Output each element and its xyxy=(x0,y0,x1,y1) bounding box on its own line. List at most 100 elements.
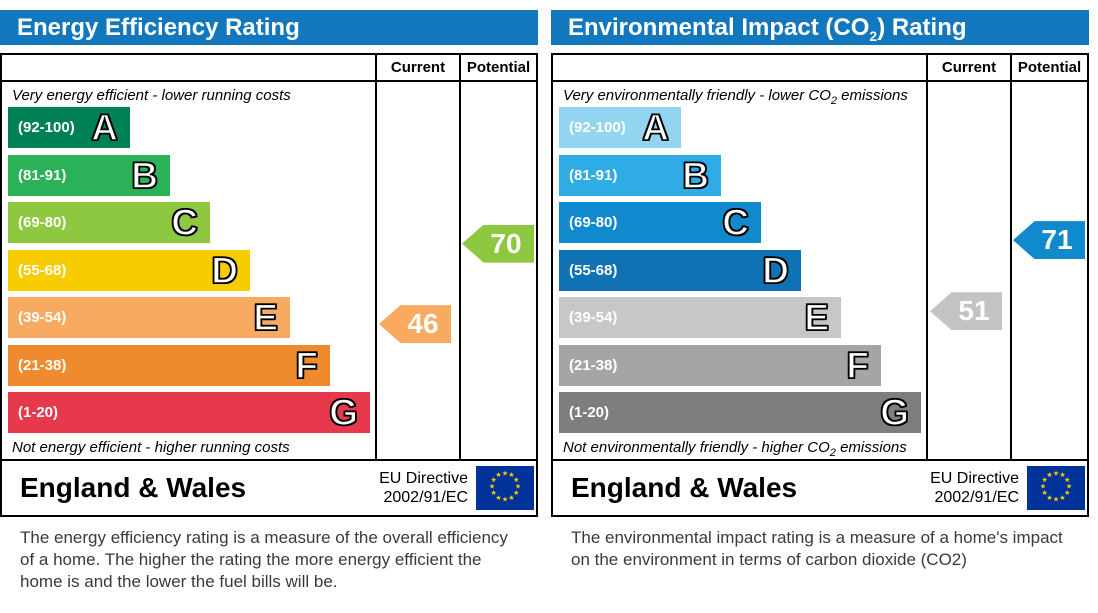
band-letter: B xyxy=(131,154,159,196)
eu-flag-icon: ★ ★ ★ ★ ★ ★ ★ ★ ★ ★ ★ ★ xyxy=(1027,466,1085,510)
panel-footer: England & Wales EU Directive 2002/91/EC … xyxy=(551,459,1089,517)
band-e: (39-54) E xyxy=(559,297,841,338)
band-f: (21-38) F xyxy=(8,344,330,386)
svg-text:★: ★ xyxy=(1064,476,1070,484)
top-scale-note-text: Very energy efficient - lower running co… xyxy=(12,87,291,104)
band-letter: G xyxy=(328,392,358,433)
potential-rating-arrow: 71 xyxy=(1013,221,1085,260)
band-range: (55-68) xyxy=(18,261,67,279)
svg-text:★: ★ xyxy=(1046,471,1052,479)
band-letter: F xyxy=(295,344,319,386)
panel-title-text: Energy Efficiency Rating xyxy=(17,14,300,41)
column-divider xyxy=(1010,55,1012,459)
panel-title-subscript: 2 xyxy=(869,27,878,44)
band-letter: A xyxy=(642,107,670,148)
bottom-scale-note: Not energy efficient - higher running co… xyxy=(12,439,290,459)
svg-text:★: ★ xyxy=(508,494,514,502)
band-range: (21-38) xyxy=(569,356,618,374)
panel-title-energy: Energy Efficiency Rating xyxy=(0,10,538,45)
band-range: (21-38) xyxy=(18,356,67,374)
band-g: (1-20) G xyxy=(8,392,370,433)
band-d: (55-68) D xyxy=(8,249,250,291)
energy-rating-chart: Current Potential Very energy efficient … xyxy=(0,53,538,461)
band-g: (1-20) G xyxy=(559,392,921,433)
eu-directive-line1: EU Directive xyxy=(930,470,1019,487)
band-letter: C xyxy=(722,202,750,243)
band-range: (39-54) xyxy=(18,309,67,326)
header-divider xyxy=(2,80,536,82)
top-scale-note: Very environmentally friendly - lower CO… xyxy=(563,87,908,107)
band-letter: C xyxy=(171,202,199,243)
bottom-scale-note-text: Not energy efficient - higher running co… xyxy=(12,439,290,456)
svg-text:★: ★ xyxy=(491,476,497,484)
eu-flag-stars: ★ ★ ★ ★ ★ ★ ★ ★ ★ ★ ★ ★ xyxy=(489,470,521,504)
svg-text:★: ★ xyxy=(1042,489,1048,497)
svg-text:★: ★ xyxy=(1042,476,1048,484)
band-letter: E xyxy=(804,297,830,338)
band-a: (92-100) A xyxy=(8,107,130,148)
band-letter: A xyxy=(91,107,119,148)
band-b: (81-91) B xyxy=(8,154,170,196)
svg-text:★: ★ xyxy=(489,483,495,491)
panel-title-text: Environmental Impact (CO xyxy=(568,14,870,41)
bottom-scale-note: Not environmentally friendly - higher CO… xyxy=(563,439,907,459)
svg-text:★: ★ xyxy=(515,483,521,491)
band-range: (92-100) xyxy=(18,119,75,136)
band-range: (69-80) xyxy=(569,214,618,231)
band-range: (39-54) xyxy=(569,309,618,326)
bottom-scale-note-subscript: 2 xyxy=(829,447,836,459)
band-range: (81-91) xyxy=(18,166,67,184)
top-scale-note-text-post: emissions xyxy=(837,87,908,104)
svg-text:★: ★ xyxy=(502,470,508,478)
bottom-scale-note-text: Not environmentally friendly - higher CO xyxy=(563,439,830,456)
panel-description: The environmental impact rating is a mea… xyxy=(571,528,1063,569)
band-f: (21-38) F xyxy=(559,344,881,386)
svg-text:★: ★ xyxy=(513,476,519,484)
svg-text:★: ★ xyxy=(1059,494,1065,502)
column-divider xyxy=(926,55,928,459)
band-range: (1-20) xyxy=(569,404,610,421)
band-range: (55-68) xyxy=(569,261,618,279)
environmental-impact-panel: Environmental Impact (CO2) Rating Curren… xyxy=(551,0,1089,613)
band-c: (69-80) C xyxy=(8,202,210,243)
top-scale-note-text: Very environmentally friendly - lower CO xyxy=(563,87,831,104)
svg-text:★: ★ xyxy=(1053,496,1059,504)
svg-text:★: ★ xyxy=(1040,483,1046,491)
panel-description: The energy efficiency rating is a measur… xyxy=(20,528,508,591)
svg-text:★: ★ xyxy=(1064,489,1070,497)
current-rating-arrow: 51 xyxy=(930,292,1002,331)
band-e: (39-54) E xyxy=(8,297,290,338)
eu-directive-line2: 2002/91/EC xyxy=(383,489,468,506)
top-scale-note: Very energy efficient - lower running co… xyxy=(12,87,291,107)
current-rating-arrow: 46 xyxy=(379,305,451,344)
band-letter: D xyxy=(211,249,239,291)
header-divider xyxy=(553,80,1087,82)
band-letter: D xyxy=(762,249,790,291)
svg-text:★: ★ xyxy=(491,489,497,497)
panel-title-environmental: Environmental Impact (CO2) Rating xyxy=(551,10,1089,45)
energy-efficiency-panel: Energy Efficiency Rating Current Potenti… xyxy=(0,0,538,613)
region-label: England & Wales xyxy=(20,472,247,503)
svg-text:★: ★ xyxy=(502,496,508,504)
region-label: England & Wales xyxy=(571,472,798,503)
svg-text:★: ★ xyxy=(1053,470,1059,478)
band-c: (69-80) C xyxy=(559,202,761,243)
column-divider xyxy=(375,55,377,459)
svg-text:★: ★ xyxy=(513,489,519,497)
band-a: (92-100) A xyxy=(559,107,681,148)
band-range: (92-100) xyxy=(569,119,626,136)
band-letter: B xyxy=(682,154,710,196)
current-column-header: Current xyxy=(390,59,446,76)
band-letter: E xyxy=(253,297,279,338)
svg-text:★: ★ xyxy=(1066,483,1072,491)
potential-rating-arrow: 70 xyxy=(462,224,534,263)
eu-directive-label: EU Directive 2002/91/EC xyxy=(379,469,468,507)
band-letter: F xyxy=(846,344,870,386)
svg-text:★: ★ xyxy=(495,494,501,502)
environmental-rating-chart: Current Potential Very environmentally f… xyxy=(551,53,1089,461)
eu-directive-line2: 2002/91/EC xyxy=(934,489,1019,506)
band-range: (1-20) xyxy=(18,404,59,421)
band-d: (55-68) D xyxy=(559,249,801,291)
eu-directive-label: EU Directive 2002/91/EC xyxy=(930,469,1019,507)
